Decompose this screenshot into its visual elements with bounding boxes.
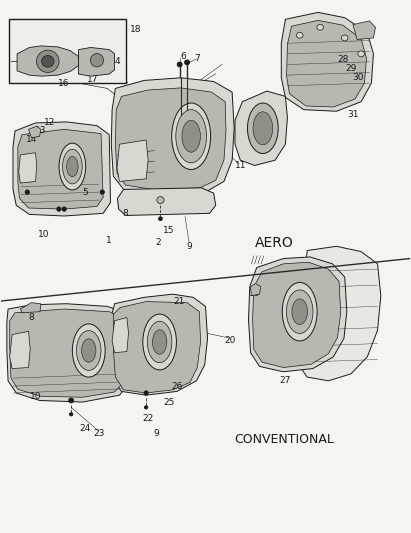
- Ellipse shape: [145, 406, 148, 409]
- Text: CONVENTIONAL: CONVENTIONAL: [234, 433, 334, 446]
- Text: 6: 6: [180, 52, 186, 61]
- Text: 21: 21: [173, 296, 185, 305]
- Text: 28: 28: [337, 55, 349, 63]
- Text: 1: 1: [106, 237, 112, 246]
- Ellipse shape: [152, 330, 167, 354]
- Text: 8: 8: [28, 312, 34, 321]
- Ellipse shape: [100, 190, 104, 194]
- Ellipse shape: [82, 339, 96, 362]
- Text: 9: 9: [153, 430, 159, 439]
- Polygon shape: [286, 20, 367, 107]
- Text: 5: 5: [82, 188, 88, 197]
- Text: 3: 3: [28, 158, 34, 167]
- Ellipse shape: [358, 51, 365, 57]
- Ellipse shape: [342, 35, 348, 41]
- Polygon shape: [113, 302, 201, 393]
- Polygon shape: [235, 91, 287, 165]
- Polygon shape: [117, 140, 148, 181]
- Text: 10: 10: [30, 392, 41, 401]
- Ellipse shape: [25, 190, 29, 194]
- Polygon shape: [13, 122, 111, 216]
- Ellipse shape: [62, 207, 66, 211]
- Ellipse shape: [185, 60, 189, 64]
- Text: 31: 31: [347, 110, 359, 119]
- Polygon shape: [19, 153, 37, 183]
- Text: 9108 4800: 9108 4800: [13, 19, 95, 33]
- Ellipse shape: [317, 25, 323, 30]
- Ellipse shape: [176, 110, 206, 163]
- Ellipse shape: [57, 207, 61, 211]
- Polygon shape: [17, 46, 79, 76]
- Text: 4: 4: [115, 58, 120, 66]
- Polygon shape: [79, 47, 115, 76]
- Ellipse shape: [172, 103, 210, 169]
- Text: 20: 20: [224, 336, 236, 345]
- Ellipse shape: [69, 398, 74, 403]
- Polygon shape: [18, 130, 103, 209]
- Ellipse shape: [177, 62, 182, 67]
- Polygon shape: [10, 309, 130, 397]
- Ellipse shape: [59, 143, 85, 190]
- Ellipse shape: [296, 33, 303, 38]
- Text: 10: 10: [38, 230, 49, 239]
- Ellipse shape: [157, 197, 164, 204]
- Polygon shape: [118, 188, 216, 215]
- Polygon shape: [251, 284, 261, 296]
- Ellipse shape: [286, 290, 313, 334]
- Polygon shape: [299, 246, 381, 381]
- Polygon shape: [115, 88, 226, 190]
- Text: 25: 25: [163, 398, 174, 407]
- Ellipse shape: [144, 391, 148, 395]
- Polygon shape: [353, 21, 376, 39]
- Polygon shape: [28, 126, 41, 138]
- Polygon shape: [112, 318, 129, 353]
- Ellipse shape: [143, 314, 176, 370]
- Text: 15: 15: [163, 226, 174, 235]
- Text: 30: 30: [352, 73, 364, 82]
- Ellipse shape: [62, 149, 82, 184]
- Text: AERO: AERO: [255, 236, 293, 249]
- Polygon shape: [21, 303, 41, 313]
- Text: 2: 2: [156, 238, 161, 247]
- Ellipse shape: [90, 54, 104, 67]
- Text: 26: 26: [171, 382, 182, 391]
- Text: 19: 19: [249, 288, 261, 297]
- Polygon shape: [111, 78, 234, 195]
- Text: 11: 11: [235, 161, 246, 170]
- Text: 16: 16: [58, 78, 70, 87]
- Polygon shape: [253, 262, 341, 368]
- Ellipse shape: [182, 120, 201, 152]
- Polygon shape: [7, 304, 137, 402]
- Text: 24: 24: [79, 424, 90, 433]
- Ellipse shape: [159, 217, 162, 221]
- Ellipse shape: [72, 324, 105, 377]
- Text: 14: 14: [26, 135, 37, 144]
- FancyBboxPatch shape: [9, 19, 126, 83]
- Text: 7: 7: [194, 54, 200, 62]
- Ellipse shape: [69, 413, 73, 416]
- Polygon shape: [249, 257, 347, 372]
- Polygon shape: [281, 12, 374, 111]
- Polygon shape: [111, 294, 208, 395]
- Polygon shape: [10, 332, 30, 368]
- Ellipse shape: [76, 330, 101, 370]
- Ellipse shape: [37, 50, 59, 72]
- Text: 27: 27: [280, 376, 291, 385]
- Text: 12: 12: [44, 118, 55, 127]
- Text: 18: 18: [130, 26, 142, 35]
- Ellipse shape: [42, 55, 54, 67]
- Ellipse shape: [67, 157, 78, 176]
- Text: 9: 9: [186, 242, 192, 251]
- Text: 8: 8: [123, 209, 129, 218]
- Text: 17: 17: [87, 75, 99, 84]
- Text: 22: 22: [143, 414, 154, 423]
- Ellipse shape: [292, 299, 307, 325]
- Ellipse shape: [253, 112, 272, 145]
- Ellipse shape: [247, 103, 278, 154]
- Text: 13: 13: [35, 126, 46, 135]
- Text: 23: 23: [93, 430, 105, 439]
- Ellipse shape: [282, 282, 317, 341]
- Ellipse shape: [147, 321, 172, 363]
- Text: 29: 29: [345, 64, 357, 73]
